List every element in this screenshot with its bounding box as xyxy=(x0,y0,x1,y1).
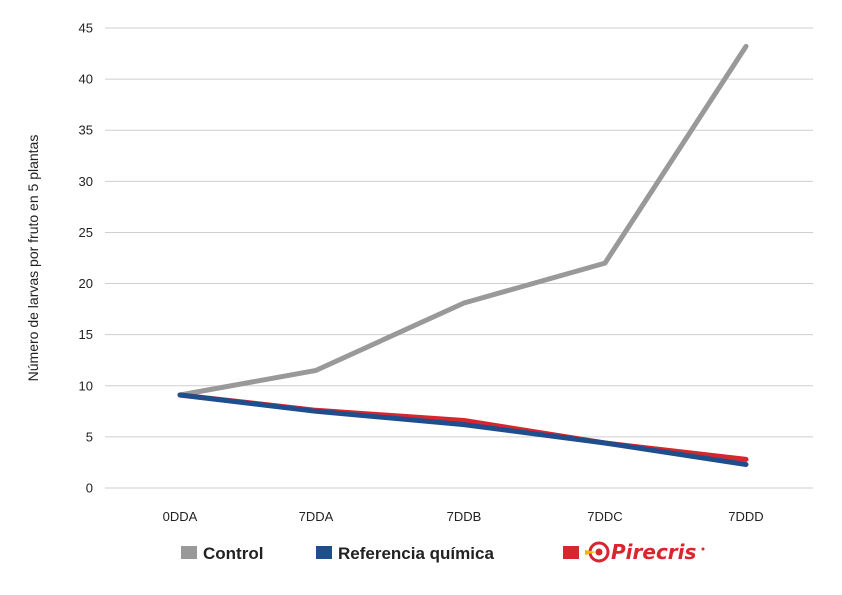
y-tick-label: 20 xyxy=(79,276,93,291)
legend-label-referencia-qu-mica: Referencia química xyxy=(338,544,494,563)
pirecris-logo-arrow xyxy=(585,550,596,555)
pirecris-logo-registered xyxy=(701,547,705,551)
y-tick-label: 35 xyxy=(79,123,93,138)
series-lines xyxy=(177,43,749,467)
legend: Control Referencia química Pirecris xyxy=(181,540,705,564)
x-tick-label: 7DDA xyxy=(299,509,334,524)
pirecris-logo-dot xyxy=(595,548,603,556)
legend-label-pirecris: Pirecris xyxy=(611,540,697,564)
series-line-control xyxy=(177,43,749,398)
y-axis-label: Número de larvas por fruto en 5 plantas xyxy=(25,135,41,382)
series-line-referencia-qu-mica xyxy=(177,392,749,467)
legend-swatch-control xyxy=(181,546,197,559)
legend-swatch-pirecris xyxy=(563,546,579,559)
y-axis-ticks: 0 5 10 15 20 25 30 35 40 45 xyxy=(79,21,93,496)
x-axis-ticks: 0DDA 7DDA 7DDB 7DDC 7DDD xyxy=(163,509,764,524)
legend-swatch-referencia-qu-mica xyxy=(316,546,332,559)
x-tick-label: 7DDC xyxy=(587,509,622,524)
y-tick-label: 5 xyxy=(86,429,93,444)
y-tick-label: 45 xyxy=(79,21,93,36)
x-tick-label: 7DDD xyxy=(728,509,763,524)
y-tick-label: 30 xyxy=(79,174,93,189)
y-tick-label: 40 xyxy=(79,72,93,87)
y-tick-label: 0 xyxy=(86,481,93,496)
x-tick-label: 7DDB xyxy=(447,509,482,524)
y-tick-label: 15 xyxy=(79,327,93,342)
legend-label-control: Control xyxy=(203,544,263,563)
y-tick-label: 25 xyxy=(79,225,93,240)
y-tick-label: 10 xyxy=(79,378,93,393)
x-tick-label: 0DDA xyxy=(163,509,198,524)
